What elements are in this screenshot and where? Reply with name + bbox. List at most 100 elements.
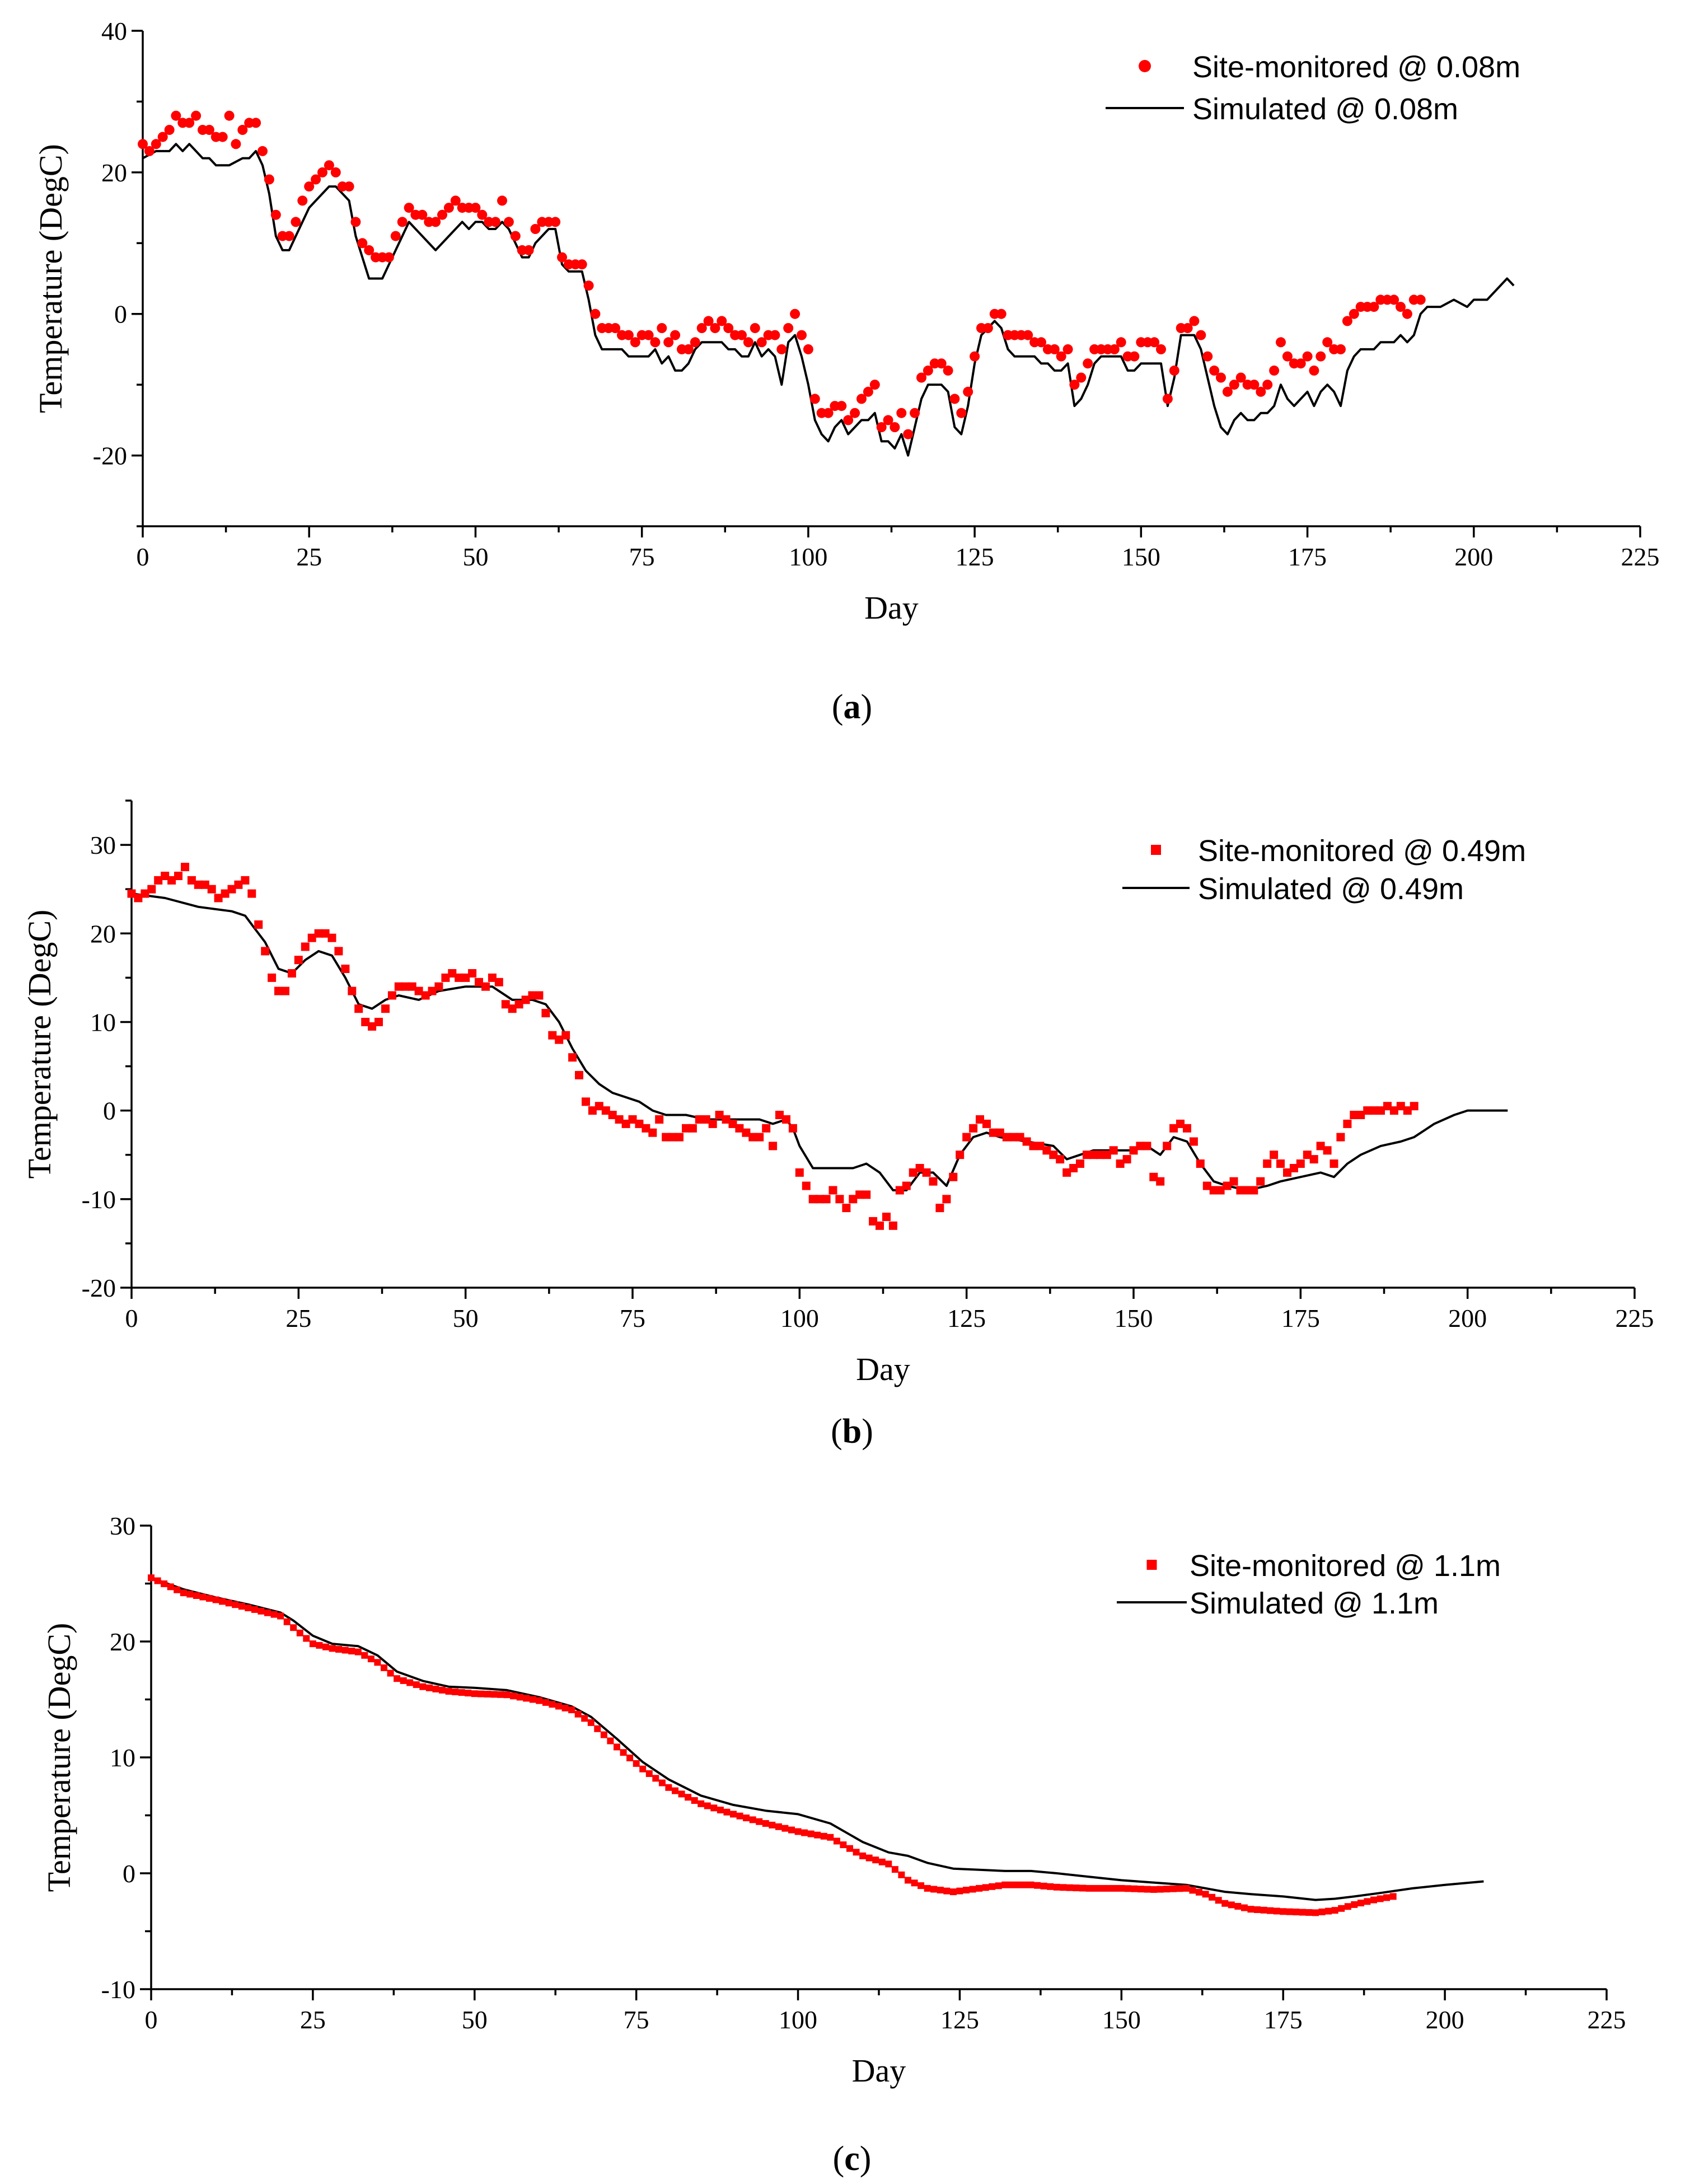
data-point-observed — [1089, 1151, 1098, 1159]
data-point-observed — [594, 1102, 603, 1111]
data-point-observed — [1228, 1901, 1235, 1909]
data-point-observed — [1243, 1186, 1252, 1195]
data-point-observed — [1256, 1177, 1265, 1186]
data-point-observed — [270, 1611, 278, 1618]
data-point-observed — [555, 1035, 564, 1044]
data-point-observed — [1157, 1886, 1164, 1893]
data-point-observed — [655, 1115, 664, 1124]
data-point-observed — [1215, 1897, 1222, 1904]
data-point-observed — [1182, 1884, 1190, 1892]
data-point-observed — [1189, 1137, 1198, 1146]
data-point-observed — [1196, 330, 1206, 340]
data-point-observed — [301, 942, 310, 951]
data-point-observed — [1336, 344, 1346, 354]
data-point-observed — [743, 337, 753, 348]
data-point-observed — [408, 982, 416, 991]
data-point-observed — [503, 217, 514, 227]
x-tick-label: 25 — [300, 2005, 326, 2034]
data-point-observed — [151, 139, 161, 149]
data-point-observed — [309, 1640, 316, 1648]
data-point-observed — [1143, 1142, 1151, 1151]
data-point-observed — [1273, 1907, 1280, 1915]
data-point-observed — [1330, 1159, 1338, 1168]
data-point-observed — [225, 1600, 232, 1607]
x-tick-label: 175 — [1264, 2005, 1303, 2034]
data-point-observed — [148, 1574, 155, 1582]
data-point-observed — [536, 1697, 543, 1704]
data-point-observed — [1249, 1186, 1258, 1195]
data-point-observed — [417, 209, 428, 220]
data-point-observed — [1263, 1159, 1272, 1168]
data-point-observed — [174, 1586, 181, 1593]
data-point-observed — [1357, 1900, 1364, 1907]
data-point-observed — [354, 1004, 363, 1013]
data-point-observed — [1009, 1133, 1018, 1142]
data-point-observed — [1036, 337, 1046, 348]
data-point-observed — [481, 982, 490, 991]
data-point-observed — [1234, 1903, 1242, 1910]
data-point-observed — [823, 408, 834, 418]
data-point-observed — [1136, 1142, 1145, 1151]
data-point-observed — [470, 203, 481, 213]
data-point-observed — [582, 1097, 590, 1106]
data-point-observed — [1270, 1151, 1279, 1159]
data-point-observed — [200, 880, 209, 889]
data-point-observed — [1260, 1906, 1267, 1914]
data-point-observed — [307, 933, 316, 942]
data-point-observed — [1116, 1159, 1125, 1168]
data-point-observed — [1131, 1885, 1138, 1892]
data-point-observed — [668, 1133, 677, 1142]
data-point-observed — [1118, 1884, 1125, 1892]
data-point-observed — [1240, 1904, 1248, 1911]
data-point-observed — [1343, 1119, 1352, 1128]
data-point-observed — [1377, 1895, 1384, 1902]
data-point-observed — [697, 1800, 705, 1807]
data-point-observed — [490, 1691, 498, 1698]
data-point-observed — [550, 217, 561, 227]
x-tick-label: 125 — [940, 2005, 979, 2034]
data-point-observed — [762, 1820, 769, 1827]
data-point-observed — [1098, 1884, 1106, 1892]
data-point-observed — [795, 1168, 804, 1177]
data-point-observed — [1047, 1883, 1054, 1890]
data-point-observed — [497, 195, 507, 206]
data-point-observed — [1156, 1177, 1165, 1186]
data-point-observed — [803, 344, 813, 354]
data-point-observed — [846, 1845, 853, 1852]
data-point-observed — [1144, 1886, 1151, 1893]
x-tick-label: 0 — [145, 2005, 158, 2034]
data-point-observed — [1289, 1164, 1298, 1172]
data-point-observed — [691, 1797, 698, 1804]
data-point-observed — [227, 885, 236, 894]
data-point-observed — [895, 1186, 904, 1195]
data-point-observed — [672, 1787, 678, 1794]
data-point-observed — [387, 1669, 394, 1677]
x-tick-label: 150 — [1102, 2005, 1141, 2034]
data-point-observed — [652, 1775, 659, 1782]
data-point-observed — [561, 1704, 569, 1711]
data-point-observed — [704, 1802, 711, 1809]
data-point-observed — [1027, 1881, 1034, 1888]
data-point-observed — [1129, 351, 1140, 362]
data-point-observed — [1049, 344, 1060, 354]
data-point-observed — [437, 209, 447, 220]
series-line-simulated — [131, 892, 1508, 1191]
data-point-observed — [1262, 380, 1273, 390]
data-point-observed — [394, 1675, 401, 1682]
data-point-observed — [450, 195, 461, 206]
data-point-observed — [368, 1022, 377, 1031]
y-axis-title: Temperature (DegC) — [21, 910, 58, 1179]
data-point-observed — [882, 1213, 891, 1221]
data-point-observed — [354, 1648, 362, 1655]
data-point-observed — [1293, 1909, 1300, 1916]
data-point-observed — [1280, 1908, 1287, 1915]
data-point-observed — [859, 1852, 867, 1859]
data-point-observed — [497, 1691, 504, 1698]
data-point-observed — [430, 217, 441, 227]
data-point-observed — [348, 1648, 355, 1655]
data-point-observed — [1350, 1111, 1359, 1119]
data-point-observed — [982, 1884, 989, 1891]
data-point-observed — [1216, 372, 1226, 383]
data-point-observed — [695, 1115, 704, 1124]
data-point-observed — [717, 1807, 724, 1813]
